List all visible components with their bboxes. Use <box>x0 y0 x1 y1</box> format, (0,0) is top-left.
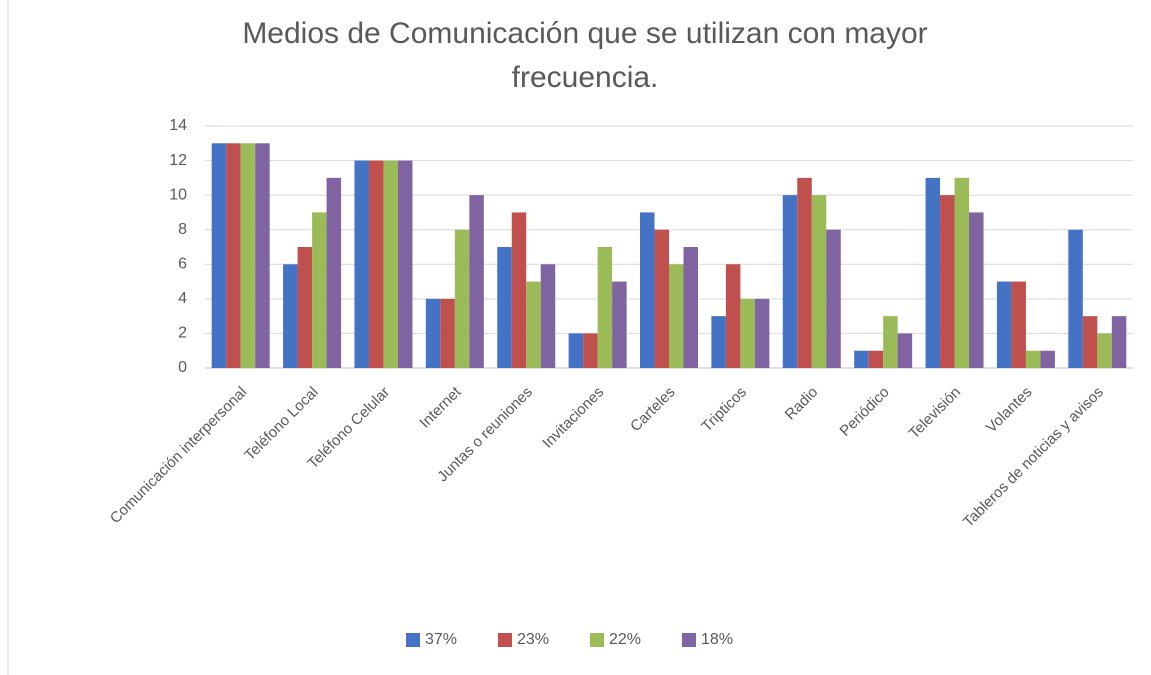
x-tick-label: Volantes <box>983 384 1036 437</box>
legend-swatch <box>498 633 512 647</box>
bar <box>440 298 455 368</box>
bar <box>740 298 755 368</box>
x-tick-label: Internet <box>416 383 465 432</box>
bar <box>354 160 369 368</box>
x-tick-label: Periódico <box>837 384 893 440</box>
bar <box>1097 333 1112 368</box>
bar <box>425 298 441 368</box>
x-tick-label: Televisión <box>906 384 965 443</box>
y-tick-label: 4 <box>178 290 187 307</box>
y-tick-label: 12 <box>169 152 187 169</box>
x-tick-label: Comunicación interpersonal <box>107 384 250 527</box>
bar <box>469 195 484 368</box>
bar <box>969 212 984 368</box>
bar <box>312 212 327 368</box>
bar <box>497 247 512 368</box>
bar <box>883 316 898 368</box>
legend-label: 18% <box>701 631 733 648</box>
bar <box>640 212 655 368</box>
bar <box>297 247 313 368</box>
bar <box>811 195 827 368</box>
y-tick-label: 10 <box>169 186 187 203</box>
x-tick-label: Teléfono Local <box>241 384 321 464</box>
bar <box>526 281 541 368</box>
bar <box>868 350 884 368</box>
bar <box>1111 316 1127 368</box>
bar <box>283 264 298 368</box>
bar <box>940 195 955 368</box>
bar <box>454 229 470 368</box>
bar <box>1082 316 1098 368</box>
bar <box>511 212 527 368</box>
bar <box>669 264 684 368</box>
bar <box>383 160 398 368</box>
bar <box>1068 229 1083 368</box>
bar <box>540 264 556 368</box>
bar <box>925 177 941 368</box>
legend-label: 37% <box>425 631 457 648</box>
bar <box>654 229 669 368</box>
bar <box>1011 281 1026 368</box>
bar <box>568 333 584 368</box>
bar <box>996 281 1012 368</box>
x-tick-label: Tripticos <box>698 384 750 436</box>
x-tick-label: Radio <box>782 384 822 424</box>
y-tick-label: 8 <box>178 221 187 238</box>
chart-title: Medios de Comunicación que se utilizan c… <box>242 17 928 94</box>
bar <box>897 333 913 368</box>
bar <box>711 316 726 368</box>
y-tick-label: 0 <box>178 359 187 376</box>
x-tick-label: Invitaciones <box>539 384 607 452</box>
legend-label: 22% <box>609 631 641 648</box>
bar <box>826 229 841 368</box>
bar <box>725 264 741 368</box>
x-tick-label: Tableros de noticias y avisos <box>960 384 1107 531</box>
bar <box>211 143 227 368</box>
bar <box>240 143 256 368</box>
bar <box>368 160 384 368</box>
bar <box>854 350 869 368</box>
legend-swatch <box>590 633 604 647</box>
y-tick-label: 6 <box>178 256 187 273</box>
legend-swatch <box>682 633 696 647</box>
bar <box>1025 350 1041 368</box>
bar <box>683 247 698 368</box>
bar <box>754 298 770 368</box>
bar <box>326 177 342 368</box>
y-tick-label: 2 <box>178 325 187 342</box>
bar <box>1040 350 1055 368</box>
bar <box>612 281 627 368</box>
bar <box>226 143 241 368</box>
y-tick-label: 14 <box>169 117 187 134</box>
bar <box>597 247 613 368</box>
x-tick-label: Carteles <box>627 384 679 436</box>
legend-label: 23% <box>517 631 549 648</box>
bar <box>954 177 970 368</box>
bar <box>255 143 270 368</box>
legend-swatch <box>406 633 420 647</box>
bar <box>583 333 598 368</box>
bar <box>797 177 812 368</box>
bar <box>782 195 798 368</box>
bar <box>397 160 413 368</box>
